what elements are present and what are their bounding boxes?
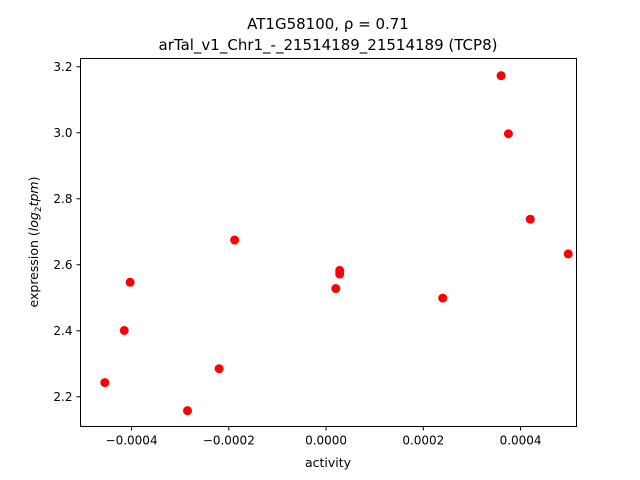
y-tick-label: 2.6 <box>53 258 72 272</box>
y-axis: 2.2 2.4 2.6 2.8 3.0 3.2 <box>53 60 81 404</box>
data-point <box>100 378 110 388</box>
y-axis-label: expression (log2tpm) <box>26 177 44 308</box>
data-point <box>331 284 341 294</box>
data-point <box>496 71 506 81</box>
y-tick-label: 2.8 <box>53 192 72 206</box>
data-point <box>214 364 224 374</box>
data-point <box>119 325 129 335</box>
x-tick-label: 0.0002 <box>402 434 444 448</box>
data-point <box>525 214 535 224</box>
data-point <box>125 277 135 287</box>
x-axis: −0.0004 −0.0002 0.0000 0.0002 0.0004 <box>106 426 542 448</box>
data-point <box>230 235 240 245</box>
y-tick-label: 2.4 <box>53 324 72 338</box>
data-point <box>182 406 192 416</box>
y-tick-label: 2.2 <box>53 390 72 404</box>
x-axis-label: activity <box>305 455 352 470</box>
data-point <box>503 129 513 139</box>
data-point <box>563 249 573 259</box>
x-tick-label: 0.0004 <box>500 434 542 448</box>
x-tick-label: −0.0004 <box>106 434 158 448</box>
x-tick-label: −0.0002 <box>203 434 255 448</box>
plot-area <box>100 71 573 416</box>
y-tick-label: 3.0 <box>53 126 72 140</box>
axes-frame <box>80 58 577 427</box>
data-point <box>438 293 448 303</box>
chart-title-line1: AT1G58100, ρ = 0.71 <box>247 15 409 33</box>
x-tick-label: 0.0000 <box>305 434 347 448</box>
y-tick-label: 3.2 <box>53 60 72 74</box>
chart-title-line2: arTal_v1_Chr1_-_21514189_21514189 (TCP8) <box>159 36 498 55</box>
data-point <box>335 269 345 279</box>
